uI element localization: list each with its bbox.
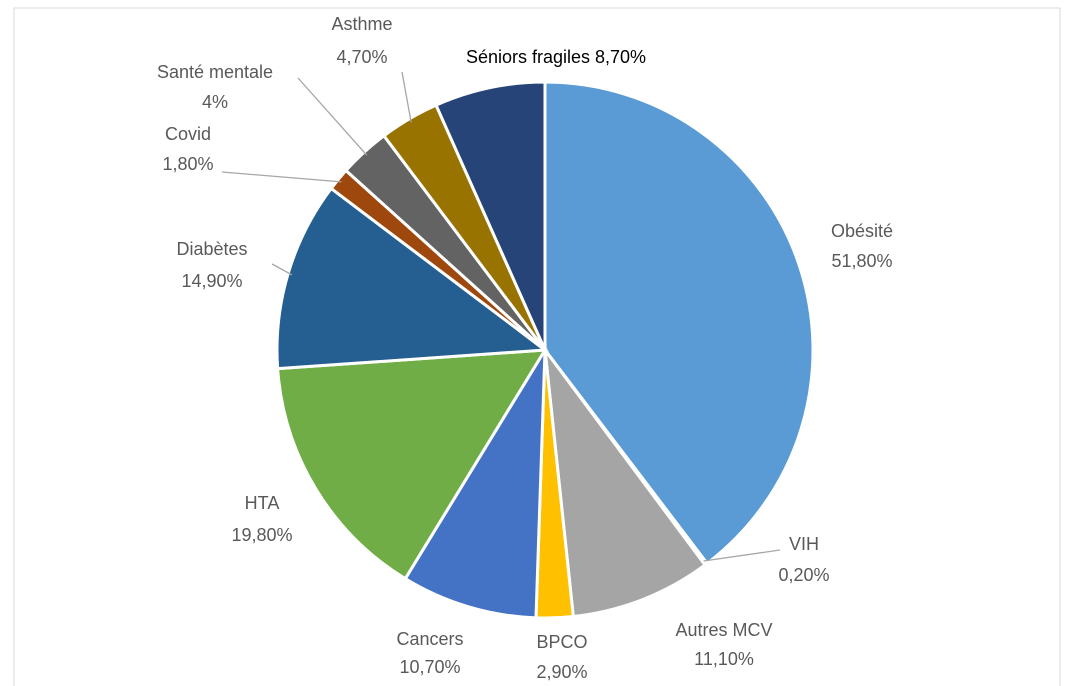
slice-label: Covid [165, 124, 211, 144]
slice-value: 51,80% [831, 251, 892, 271]
slice-value: 11,10% [694, 649, 754, 669]
leader-line [221, 171, 342, 183]
pie-slice [543, 80, 815, 566]
slice-label: Asthme [331, 14, 392, 34]
slice-label: Séniors fragiles [466, 47, 590, 67]
slice-value: 0,20% [778, 565, 829, 585]
leader-line [703, 549, 781, 562]
slice-label: Diabètes [176, 239, 247, 259]
slice-label: BPCO [536, 632, 587, 652]
slice-value: 4% [202, 92, 228, 112]
pie-slice [542, 344, 708, 619]
slice-value: 2,90% [536, 662, 587, 682]
slice-value: 10,70% [399, 657, 460, 677]
slice-value: 8,70% [595, 47, 646, 67]
chart-frame [13, 7, 1061, 686]
pie-slice [276, 348, 548, 581]
leader-line [297, 77, 368, 156]
slice-label: Santé mentale [157, 62, 273, 82]
pie-slice [275, 186, 550, 371]
slice-value: 14,90% [181, 271, 242, 291]
slice-label: Obésité [831, 221, 893, 241]
leader-line [271, 263, 293, 276]
leader-line [401, 71, 412, 123]
slice-value: 19,80% [231, 525, 292, 545]
slice-value: 1,80% [162, 154, 213, 174]
slice-value: 4,70% [336, 47, 387, 67]
slice-label: HTA [245, 493, 280, 513]
pie-slice [434, 80, 547, 351]
pie-slice [403, 344, 547, 620]
slice-label: Autres MCV [675, 620, 772, 640]
slice-label: Cancers [396, 629, 463, 649]
slice-label: VIH [789, 534, 819, 554]
